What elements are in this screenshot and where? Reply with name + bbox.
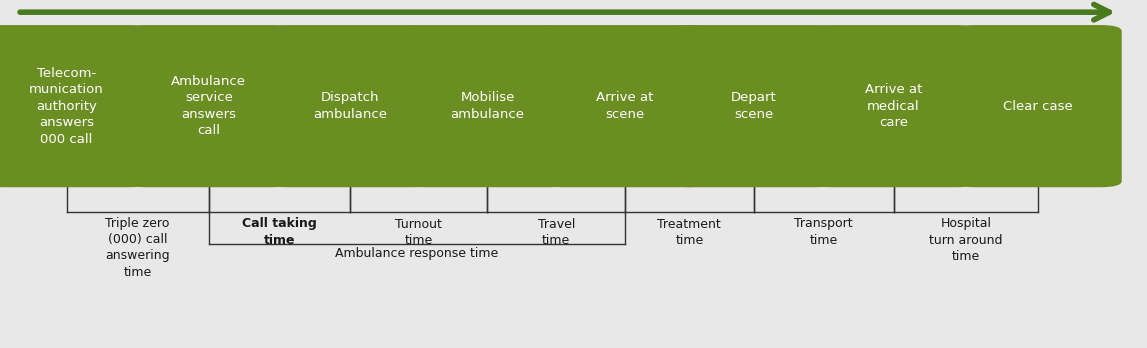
FancyBboxPatch shape [125, 25, 292, 187]
Text: Dispatch
ambulance: Dispatch ambulance [313, 92, 387, 121]
FancyBboxPatch shape [670, 25, 837, 187]
FancyBboxPatch shape [810, 25, 977, 187]
Text: Arrive at
scene: Arrive at scene [596, 92, 654, 121]
Text: Hospital
turn around
time: Hospital turn around time [929, 218, 1002, 262]
FancyBboxPatch shape [266, 25, 434, 187]
Text: Depart
scene: Depart scene [731, 92, 777, 121]
FancyBboxPatch shape [0, 25, 150, 187]
FancyBboxPatch shape [404, 25, 571, 187]
Text: Triple zero
(000) call
answering
time: Triple zero (000) call answering time [106, 218, 170, 278]
Text: Call taking
time: Call taking time [242, 218, 317, 246]
Text: Ambulance
service
answers
call: Ambulance service answers call [171, 75, 247, 137]
Text: Ambulance response time: Ambulance response time [335, 247, 499, 260]
FancyBboxPatch shape [954, 25, 1122, 187]
Text: Mobilise
ambulance: Mobilise ambulance [451, 92, 524, 121]
Text: Turnout
time: Turnout time [396, 218, 442, 246]
Text: Clear case: Clear case [1004, 100, 1072, 113]
Text: Telecom-
munication
authority
answers
000 call: Telecom- munication authority answers 00… [29, 66, 104, 146]
Text: Transport
time: Transport time [794, 218, 853, 246]
FancyBboxPatch shape [541, 25, 709, 187]
Text: Travel
time: Travel time [538, 218, 575, 246]
Text: Treatment
time: Treatment time [657, 218, 721, 246]
Text: Arrive at
medical
care: Arrive at medical care [865, 83, 922, 129]
